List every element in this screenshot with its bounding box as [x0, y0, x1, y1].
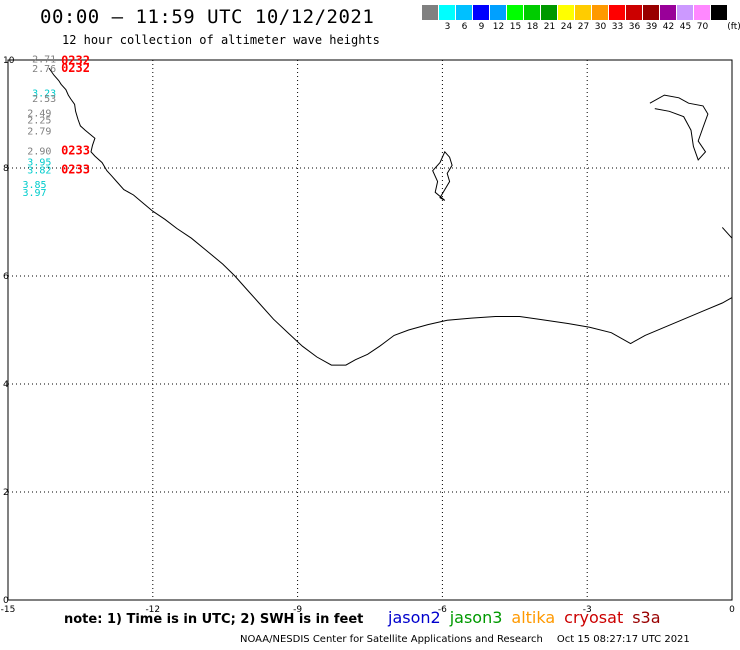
colorbar-swatch	[490, 5, 507, 20]
y-tick-label: 6	[3, 272, 9, 282]
colorbar-swatch	[660, 5, 677, 20]
colorbar-swatch	[694, 5, 711, 20]
colorbar-swatch	[439, 5, 456, 20]
satellite-altika: altika	[511, 608, 556, 627]
x-tick-label: -3	[583, 605, 592, 615]
x-tick-label: -15	[1, 605, 16, 615]
wave-height-label: 2.76	[32, 64, 56, 75]
wave-height-label: 3.82	[27, 165, 51, 176]
colorbar-swatch	[592, 5, 609, 20]
colorbar-swatch	[609, 5, 626, 20]
x-tick-label: -9	[293, 605, 302, 615]
note-text: note: 1) Time is in UTC; 2) SWH is in fe…	[64, 612, 364, 627]
y-tick-label: 8	[3, 164, 9, 174]
satellite-jason3: jason3	[449, 608, 503, 627]
y-tick-label: 2	[3, 488, 9, 498]
colorbar-label: 33	[611, 22, 624, 32]
colorbar-label: 39	[645, 22, 658, 32]
colorbar-label: 30	[594, 22, 607, 32]
x-tick-label: 0	[729, 605, 735, 615]
satellite-legend: jason2 jason3 altika cryosat s3a	[388, 608, 670, 627]
colorbar-swatch	[626, 5, 643, 20]
wave-height-label: 3.23	[32, 89, 56, 100]
x-tick-label: -6	[438, 605, 447, 615]
lake-outline	[721, 227, 733, 239]
satellite-cryosat: cryosat	[564, 608, 624, 627]
pass-time-label: 0233	[61, 162, 90, 176]
wave-height-label: 2.53	[32, 94, 56, 105]
credit-timestamp: Oct 15 08:27:17 UTC 2021	[556, 634, 690, 645]
page-title: 00:00 – 11:59 UTC 10/12/2021	[40, 6, 375, 28]
colorbar-label: 42	[662, 22, 675, 32]
colorbar-swatch	[473, 5, 490, 20]
colorbar-swatch	[558, 5, 575, 20]
credit-org: NOAA/NESDIS Center for Satellite Applica…	[240, 634, 543, 645]
colorbar-label: 24	[560, 22, 573, 32]
colorbar-label: 18	[526, 22, 539, 32]
satellite-s3a: s3a	[632, 608, 661, 627]
colorbar-label: 3	[444, 22, 451, 32]
colorbar-label: 36	[628, 22, 641, 32]
y-tick-label: 10	[3, 56, 15, 66]
wave-height-colorbar	[422, 5, 728, 20]
lake-outline	[432, 150, 453, 201]
lake-outline	[649, 94, 709, 161]
coastline	[48, 67, 733, 366]
colorbar-label: 45	[679, 22, 692, 32]
colorbar-swatch	[524, 5, 541, 20]
y-tick-label: 0	[3, 596, 9, 606]
colorbar-label: 27	[577, 22, 590, 32]
colorbar-swatch	[575, 5, 592, 20]
colorbar-label: 21	[543, 22, 556, 32]
colorbar-label: 15	[509, 22, 522, 32]
wave-height-label: 3.95	[27, 157, 51, 168]
colorbar-label: 9	[478, 22, 485, 32]
wave-height-label: 2.79	[27, 127, 51, 138]
pass-time-label: 0232	[61, 61, 90, 75]
wave-height-label: 2.90	[27, 147, 51, 158]
credit-line: NOAA/NESDIS Center for Satellite Applica…	[240, 634, 690, 645]
map-frame	[7, 59, 733, 601]
y-tick-label: 4	[3, 380, 9, 390]
colorbar-swatch	[541, 5, 558, 20]
page-subtitle: 12 hour collection of altimeter wave hei…	[62, 33, 380, 47]
colorbar-label: 6	[461, 22, 468, 32]
wave-height-label: 2.25	[27, 116, 51, 127]
satellite-jason2: jason2	[388, 608, 441, 627]
wave-height-label: 2.71	[32, 55, 56, 66]
pass-time-label: 0232	[61, 53, 90, 67]
colorbar-unit: (ft)	[727, 22, 740, 32]
colorbar-swatch	[456, 5, 473, 20]
pass-time-label: 0233	[61, 144, 90, 158]
colorbar-swatch	[507, 5, 524, 20]
wave-height-label: 3.85	[22, 180, 46, 191]
colorbar-swatch	[643, 5, 660, 20]
x-tick-label: -12	[145, 605, 160, 615]
colorbar-label: 70	[696, 22, 709, 32]
wave-height-label: 3.97	[22, 188, 46, 199]
colorbar-swatch	[711, 5, 728, 20]
colorbar-swatch	[422, 5, 439, 20]
colorbar-swatch	[677, 5, 694, 20]
wave-height-label: 2.49	[27, 109, 51, 120]
colorbar-label: 12	[492, 22, 505, 32]
